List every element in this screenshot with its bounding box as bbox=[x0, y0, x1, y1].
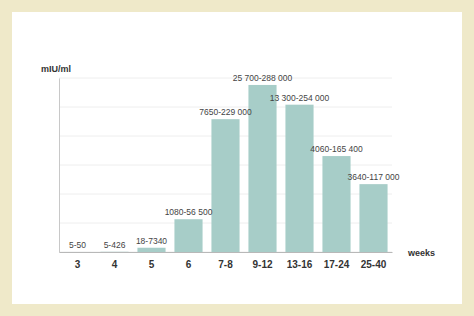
x-tick: 4 bbox=[112, 252, 118, 270]
x-tick-label: 7-8 bbox=[218, 259, 233, 270]
x-tick: 17-24 bbox=[324, 252, 350, 270]
y-axis-title: mIU/ml bbox=[41, 64, 71, 74]
bar bbox=[322, 156, 350, 252]
outer-background bbox=[0, 0, 474, 316]
data-label: 3640-117 000 bbox=[348, 172, 400, 182]
x-tick: 7-8 bbox=[218, 252, 233, 270]
data-label: 5-50 bbox=[69, 240, 86, 250]
bar bbox=[211, 119, 239, 252]
bar bbox=[100, 251, 128, 252]
x-tick-label: 6 bbox=[186, 259, 192, 270]
bars bbox=[63, 85, 387, 252]
data-label: 18-7340 bbox=[136, 236, 167, 246]
bar bbox=[359, 184, 387, 252]
x-tick-label: 25-40 bbox=[361, 259, 387, 270]
data-label: 5-426 bbox=[104, 240, 126, 250]
x-tick-label: 4 bbox=[112, 259, 118, 270]
x-tick-label: 13-16 bbox=[287, 259, 313, 270]
x-tick-label: 9-12 bbox=[252, 259, 272, 270]
x-axis: 3 4 5 6 7-8 9-12 13-16 17-24 25-40 bbox=[60, 252, 393, 270]
grid bbox=[59, 78, 392, 252]
x-tick: 9-12 bbox=[252, 252, 272, 270]
data-label: 1080-56 500 bbox=[165, 207, 213, 217]
x-axis-title: weeks bbox=[407, 248, 435, 258]
x-tick-label: 17-24 bbox=[324, 259, 350, 270]
data-labels: 5-50 5-426 18-7340 1080-56 500 7650-229 000 2… bbox=[69, 73, 400, 250]
x-tick-label: 5 bbox=[149, 259, 155, 270]
x-tick: 13-16 bbox=[287, 252, 313, 270]
x-axis-line bbox=[60, 252, 393, 253]
bar bbox=[137, 248, 165, 252]
x-tick: 25-40 bbox=[361, 252, 387, 270]
data-label: 7650-229 000 bbox=[199, 107, 252, 117]
grid-line bbox=[59, 78, 392, 79]
data-label: 13 300-254 000 bbox=[270, 93, 330, 103]
y-axis bbox=[59, 79, 61, 253]
x-tick-label: 3 bbox=[75, 259, 81, 270]
y-axis-line bbox=[59, 79, 60, 253]
x-tick: 6 bbox=[186, 252, 192, 270]
bar bbox=[285, 105, 313, 252]
chart: 3 4 5 6 7-8 9-12 13-16 17-24 25-40 5-50 5-426 18-73… bbox=[0, 0, 474, 316]
bar bbox=[174, 219, 202, 252]
x-tick: 5 bbox=[149, 252, 155, 270]
x-tick: 3 bbox=[75, 252, 81, 270]
data-label: 25 700-288 000 bbox=[233, 73, 293, 83]
data-label: 4060-165 400 bbox=[310, 144, 363, 154]
bar bbox=[63, 251, 91, 252]
inner-background bbox=[12, 12, 462, 304]
bar bbox=[248, 85, 276, 252]
